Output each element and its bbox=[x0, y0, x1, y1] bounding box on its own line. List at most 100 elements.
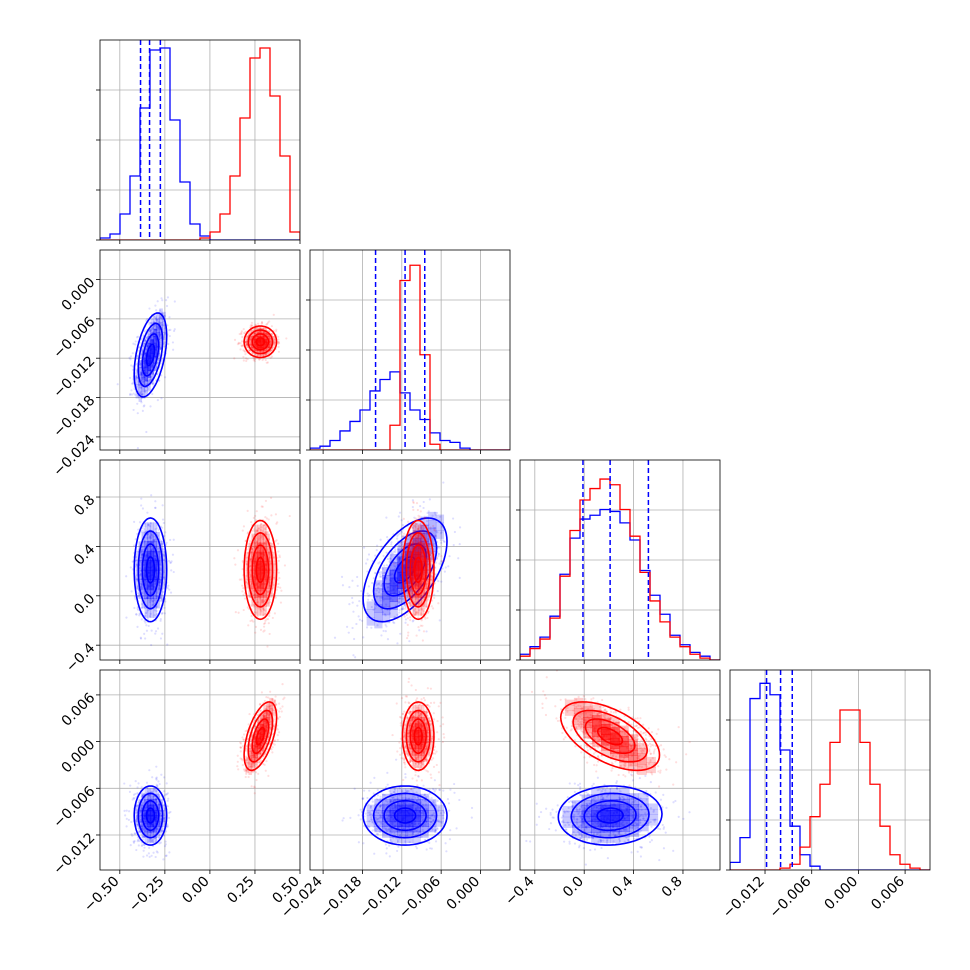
sample-point bbox=[419, 537, 422, 540]
sample-point bbox=[239, 342, 242, 345]
sample-point bbox=[275, 539, 278, 542]
sample-point bbox=[409, 604, 412, 607]
sample-point bbox=[374, 554, 377, 557]
sample-point bbox=[269, 496, 273, 500]
sample-point bbox=[417, 599, 420, 603]
density-cell bbox=[153, 342, 157, 351]
sample-point bbox=[261, 607, 264, 610]
sample-point bbox=[273, 341, 276, 345]
sample-point bbox=[406, 538, 409, 541]
sample-point bbox=[151, 373, 155, 376]
sample-point bbox=[151, 838, 154, 842]
sample-point bbox=[409, 535, 413, 538]
sample-point bbox=[240, 331, 243, 335]
sample-point bbox=[265, 547, 268, 550]
density-cell bbox=[162, 318, 166, 327]
grid-lines bbox=[100, 460, 300, 660]
sample-point bbox=[166, 296, 170, 299]
sample-point bbox=[418, 609, 421, 612]
sample-point bbox=[399, 541, 403, 544]
density-cell bbox=[406, 551, 411, 562]
sample-point bbox=[264, 532, 267, 536]
sample-point bbox=[147, 523, 150, 526]
sample-point bbox=[356, 575, 359, 579]
sample-point bbox=[266, 333, 269, 336]
sample-point bbox=[434, 513, 437, 516]
sample-point bbox=[154, 799, 157, 802]
density-cell bbox=[412, 533, 416, 544]
sample-point bbox=[141, 553, 144, 556]
density-cell bbox=[421, 597, 425, 607]
sample-point bbox=[168, 559, 171, 563]
density-cell bbox=[418, 560, 422, 571]
density-cell bbox=[415, 597, 419, 607]
sample-point bbox=[128, 790, 132, 793]
sample-point bbox=[426, 599, 429, 602]
sample-point bbox=[428, 547, 432, 550]
sample-point bbox=[419, 624, 422, 627]
sample-point bbox=[431, 576, 434, 579]
sample-point bbox=[411, 540, 414, 543]
sample-point bbox=[277, 571, 280, 574]
sample-point bbox=[156, 547, 159, 550]
density-cell bbox=[418, 551, 422, 562]
sample-point bbox=[277, 586, 280, 589]
sample-point bbox=[262, 614, 265, 617]
sample-point bbox=[266, 548, 269, 551]
sample-point bbox=[155, 837, 158, 840]
density-cell bbox=[147, 607, 151, 618]
sample-point bbox=[393, 567, 397, 571]
sample-point bbox=[402, 535, 405, 538]
sample-point bbox=[415, 501, 419, 505]
sample-point bbox=[429, 527, 432, 530]
sample-point bbox=[379, 538, 382, 541]
sample-point bbox=[398, 580, 402, 583]
sample-point bbox=[158, 379, 161, 382]
sample-point bbox=[151, 317, 154, 320]
sample-point bbox=[153, 598, 156, 602]
sample-point bbox=[241, 560, 244, 563]
density-cell bbox=[266, 333, 270, 337]
density-cell bbox=[389, 561, 398, 571]
panel-p1-p1 bbox=[310, 250, 510, 450]
sample-point bbox=[152, 539, 156, 542]
grid-lines bbox=[310, 250, 510, 450]
sample-point bbox=[367, 553, 371, 556]
sample-point bbox=[428, 543, 431, 547]
density-cell bbox=[153, 569, 157, 580]
sample-point bbox=[413, 613, 417, 616]
sample-point bbox=[134, 377, 138, 380]
density-cell bbox=[269, 569, 273, 580]
sample-point bbox=[407, 569, 410, 572]
sample-point bbox=[146, 537, 149, 540]
sample-point bbox=[395, 558, 398, 561]
sample-point bbox=[148, 535, 151, 538]
sample-point bbox=[129, 355, 133, 358]
sample-point bbox=[249, 324, 252, 327]
sample-point bbox=[419, 612, 423, 615]
density-cell bbox=[248, 338, 252, 343]
sample-point bbox=[156, 327, 159, 330]
density-cell bbox=[248, 336, 252, 340]
sample-point bbox=[444, 566, 447, 569]
sample-point bbox=[162, 320, 165, 323]
sample-point bbox=[264, 609, 267, 612]
sample-point bbox=[362, 546, 366, 549]
density-cell bbox=[412, 597, 416, 607]
density-cell bbox=[147, 336, 151, 344]
sample-point bbox=[414, 597, 417, 601]
sample-point bbox=[419, 523, 422, 526]
density-cell bbox=[245, 560, 249, 571]
sample-point bbox=[421, 639, 424, 642]
sample-point bbox=[160, 317, 163, 320]
sample-point bbox=[409, 550, 412, 553]
sample-point bbox=[439, 532, 443, 535]
sample-point bbox=[250, 330, 253, 333]
sample-point bbox=[250, 324, 253, 327]
density-cell bbox=[423, 597, 428, 607]
sample-point bbox=[153, 358, 156, 361]
sample-point bbox=[426, 532, 429, 536]
sample-point bbox=[159, 619, 162, 622]
density-cell bbox=[366, 609, 375, 618]
sample-point bbox=[389, 557, 392, 560]
